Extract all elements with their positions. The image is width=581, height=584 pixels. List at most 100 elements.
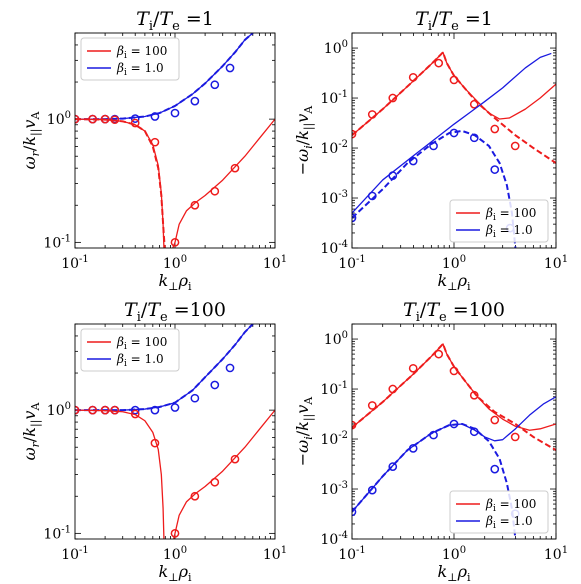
x-tick-label: 10-1 [61,545,89,563]
y-tick-label: 100 [47,401,71,419]
data-point-red [388,93,398,103]
data-point-red [352,420,357,430]
series-line-blue-dashed [75,33,254,121]
data-point-red [130,118,140,128]
chart-title: Ti/Te =100 [124,299,226,325]
data-point-red [434,349,444,359]
data-point-red [352,129,357,139]
y-tick-label: 100 [47,110,71,128]
plot-area [75,324,275,539]
data-point-red [510,432,520,442]
data-point-blue [408,156,418,166]
chart-title: Ti/Te =1 [136,8,214,34]
data-point-blue [150,405,160,415]
data-point-blue [429,141,438,151]
x-axis-label: k⊥ρi [159,271,192,293]
data-point-blue [429,430,438,440]
series-line-red-dashed [75,118,166,248]
y-axis-label: −ωi/k||vA [293,396,316,467]
data-point-blue [388,171,398,181]
data-point-red [490,124,500,134]
plot-area [75,33,275,248]
data-point-blue [130,114,140,123]
series-line-red-solid [75,409,165,539]
series-line-blue-dashed [352,422,517,539]
data-point-red [100,405,110,415]
y-tick-label: 100 [324,39,348,57]
series-line-red-solid [352,51,556,136]
data-point-blue [490,464,500,474]
data-point-blue [388,462,398,472]
data-point-red [367,110,377,119]
legend-label: βi = 100 [116,335,167,352]
x-axis-label: k⊥ρi [438,271,471,293]
series-line-blue-dashed [75,324,254,412]
x-tick-label: 100 [163,254,187,272]
series-line-blue-solid [352,52,552,214]
data-point-blue [352,507,357,517]
plot-area [352,51,556,248]
data-point-red [100,114,110,124]
y-tick-label: 10-2 [320,430,348,448]
data-point-red [170,529,180,538]
y-tick-label: 10-4 [320,239,348,257]
x-tick-label: 100 [442,545,466,563]
data-point-red [388,384,398,394]
data-point-blue [469,133,479,143]
data-point-red [210,186,220,196]
data-point-blue [210,380,220,390]
data-point-blue [225,63,235,73]
axes-frame [74,32,276,249]
x-axis-label: k⊥ρi [159,562,192,584]
y-axis-label: ωr/k||vA [20,111,43,170]
data-point-red [150,438,160,448]
data-point-red [170,238,180,247]
x-tick-label: 101 [263,545,287,563]
data-point-blue [408,444,418,453]
data-point-red [469,99,479,109]
data-point-blue [190,393,200,403]
data-point-red [490,415,500,425]
y-tick-label: 10-1 [43,524,71,542]
data-point-blue [469,427,479,437]
x-axis-label: k⊥ρi [438,562,471,584]
data-point-red [408,363,418,373]
data-point-red [230,163,240,173]
data-point-red [434,58,444,68]
y-axis-label: ωr/k||vA [20,402,43,461]
axes-frame [74,323,276,540]
y-tick-label: 10-2 [320,139,348,157]
legend-label: βi = 100 [485,497,536,514]
data-point-blue [130,405,140,415]
data-point-red [230,454,240,464]
legend-label: βi = 1.0 [485,223,533,240]
y-tick-label: 10-3 [320,480,348,498]
series-line-red-solid [173,409,275,539]
chart-title: Ti/Te =1 [415,8,493,34]
legend-label: βi = 100 [116,44,167,61]
data-point-red [110,405,120,415]
data-point-red [210,477,220,487]
y-tick-label: 10-1 [43,233,71,251]
data-point-blue [225,363,235,373]
x-tick-label: 10-1 [338,545,366,563]
series-line-red-solid [172,118,275,248]
data-point-red [190,200,200,210]
legend-box [80,37,180,81]
y-tick-label: 10-1 [320,380,348,398]
data-point-blue [352,213,357,223]
panel-tr: 10-1 100 101 10-4 10-3 10-2 10-1 100 Ti/Te =1 k⊥ρ… [293,8,568,293]
x-tick-label: 101 [544,545,568,563]
x-tick-label: 10-1 [338,254,366,272]
legend-label: βi = 1.0 [485,514,533,531]
chart-title: Ti/Te =100 [403,299,505,325]
x-tick-label: 100 [163,545,187,563]
data-point-red [449,75,459,85]
data-point-red [449,366,459,376]
legend-label: βi = 100 [485,206,536,223]
axes-frame [351,323,557,540]
